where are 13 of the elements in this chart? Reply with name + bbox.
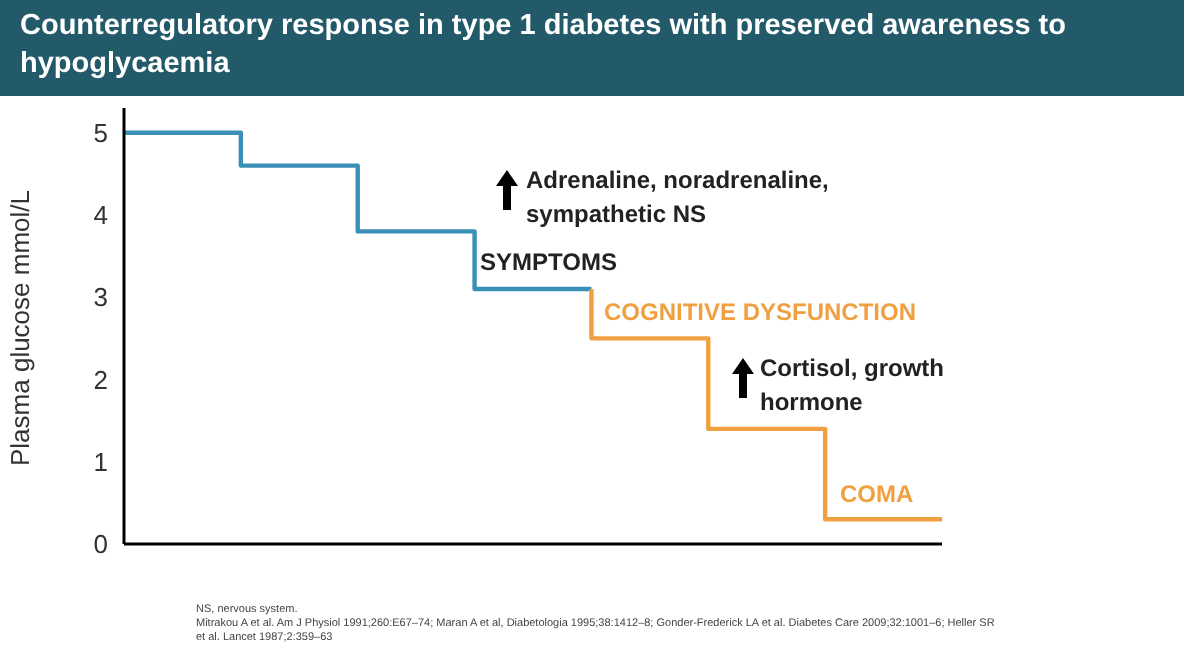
y-tick-label: 3 xyxy=(93,282,108,313)
y-tick-label: 1 xyxy=(93,446,108,477)
annotation: COMA xyxy=(840,478,914,512)
chart-title: Counterregulatory response in type 1 diabetes with preserved awareness to hypoglycaemia xyxy=(0,0,1184,96)
y-tick-label: 5 xyxy=(93,117,108,148)
y-tick-label: 4 xyxy=(93,200,108,231)
y-tick-label: 0 xyxy=(93,529,108,560)
annotation: Cortisol, growth hormone xyxy=(760,352,946,420)
annotation: Adrenaline, noradrenaline, sympathetic NS xyxy=(526,164,831,232)
y-axis-title: Plasma glucose mmol/L xyxy=(5,190,36,466)
annotation: COGNITIVE DYSFUNCTION xyxy=(604,296,917,330)
y-tick-label: 2 xyxy=(93,364,108,395)
annotation: SYMPTOMS xyxy=(480,246,617,280)
